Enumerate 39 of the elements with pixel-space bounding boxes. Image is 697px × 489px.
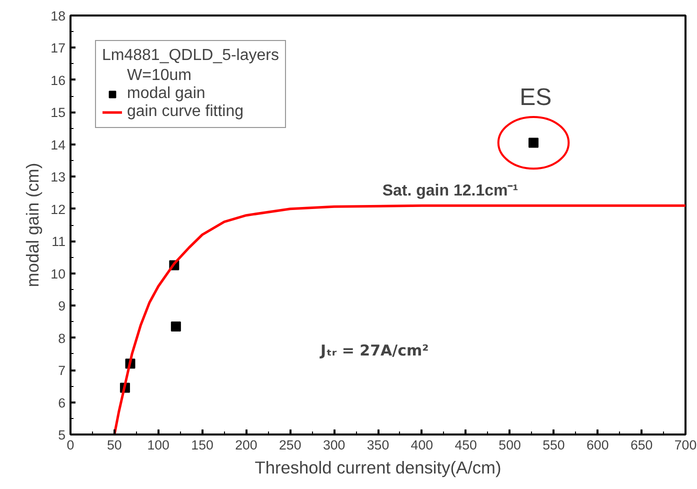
y-tick-label: 10 — [50, 266, 66, 282]
legend-label: gain curve fitting — [127, 103, 244, 121]
legend-label: modal gain — [127, 85, 206, 103]
x-tick-label: 50 — [107, 438, 122, 452]
y-tick-label: 17 — [50, 40, 66, 56]
x-tick-label: 250 — [279, 438, 302, 452]
point — [170, 322, 181, 332]
x-tick-label: 650 — [630, 438, 653, 452]
x-axis-title: Threshold current density(A/cm) — [254, 458, 502, 478]
y-axis-title: modal gain (cm) — [22, 162, 43, 288]
x-tick-label: 150 — [191, 438, 214, 452]
x-tick-label: 350 — [366, 438, 390, 452]
annotation: Jₜᵣ = 27A/cm² — [320, 342, 429, 360]
annotation: ES — [520, 84, 552, 111]
annotation: Sat. gain 12.1cm⁻¹ — [382, 182, 518, 200]
x-tick-label: 0 — [66, 438, 74, 452]
y-tick-label: 16 — [50, 72, 66, 88]
x-tick-label: 600 — [586, 438, 609, 452]
y-tick-label: 15 — [50, 105, 66, 120]
y-tick-label: 5 — [58, 428, 66, 442]
x-tick-label: 100 — [147, 438, 170, 452]
y-tick-label: 18 — [50, 8, 66, 24]
line-series — [113, 204, 686, 434]
x-tick-label: 300 — [322, 438, 346, 452]
y-tick-label: 7 — [58, 363, 66, 378]
x-tick-label: 700 — [674, 438, 697, 452]
x-tick-label: 550 — [542, 438, 565, 452]
y-tick-label: 11 — [52, 234, 66, 250]
y-tick-label: 8 — [58, 330, 66, 346]
point — [528, 138, 539, 148]
x-tick-label: 450 — [454, 438, 477, 452]
x-tick-label: 500 — [498, 438, 521, 452]
y-tick-label: 9 — [58, 298, 66, 314]
y-tick-label: 14 — [50, 137, 66, 152]
y-tick-label: 12 — [50, 202, 66, 217]
x-tick-label: 200 — [235, 438, 258, 452]
x-tick-label: 400 — [410, 438, 434, 452]
y-tick-label: 13 — [50, 170, 66, 185]
y-tick-label: 6 — [58, 395, 66, 410]
